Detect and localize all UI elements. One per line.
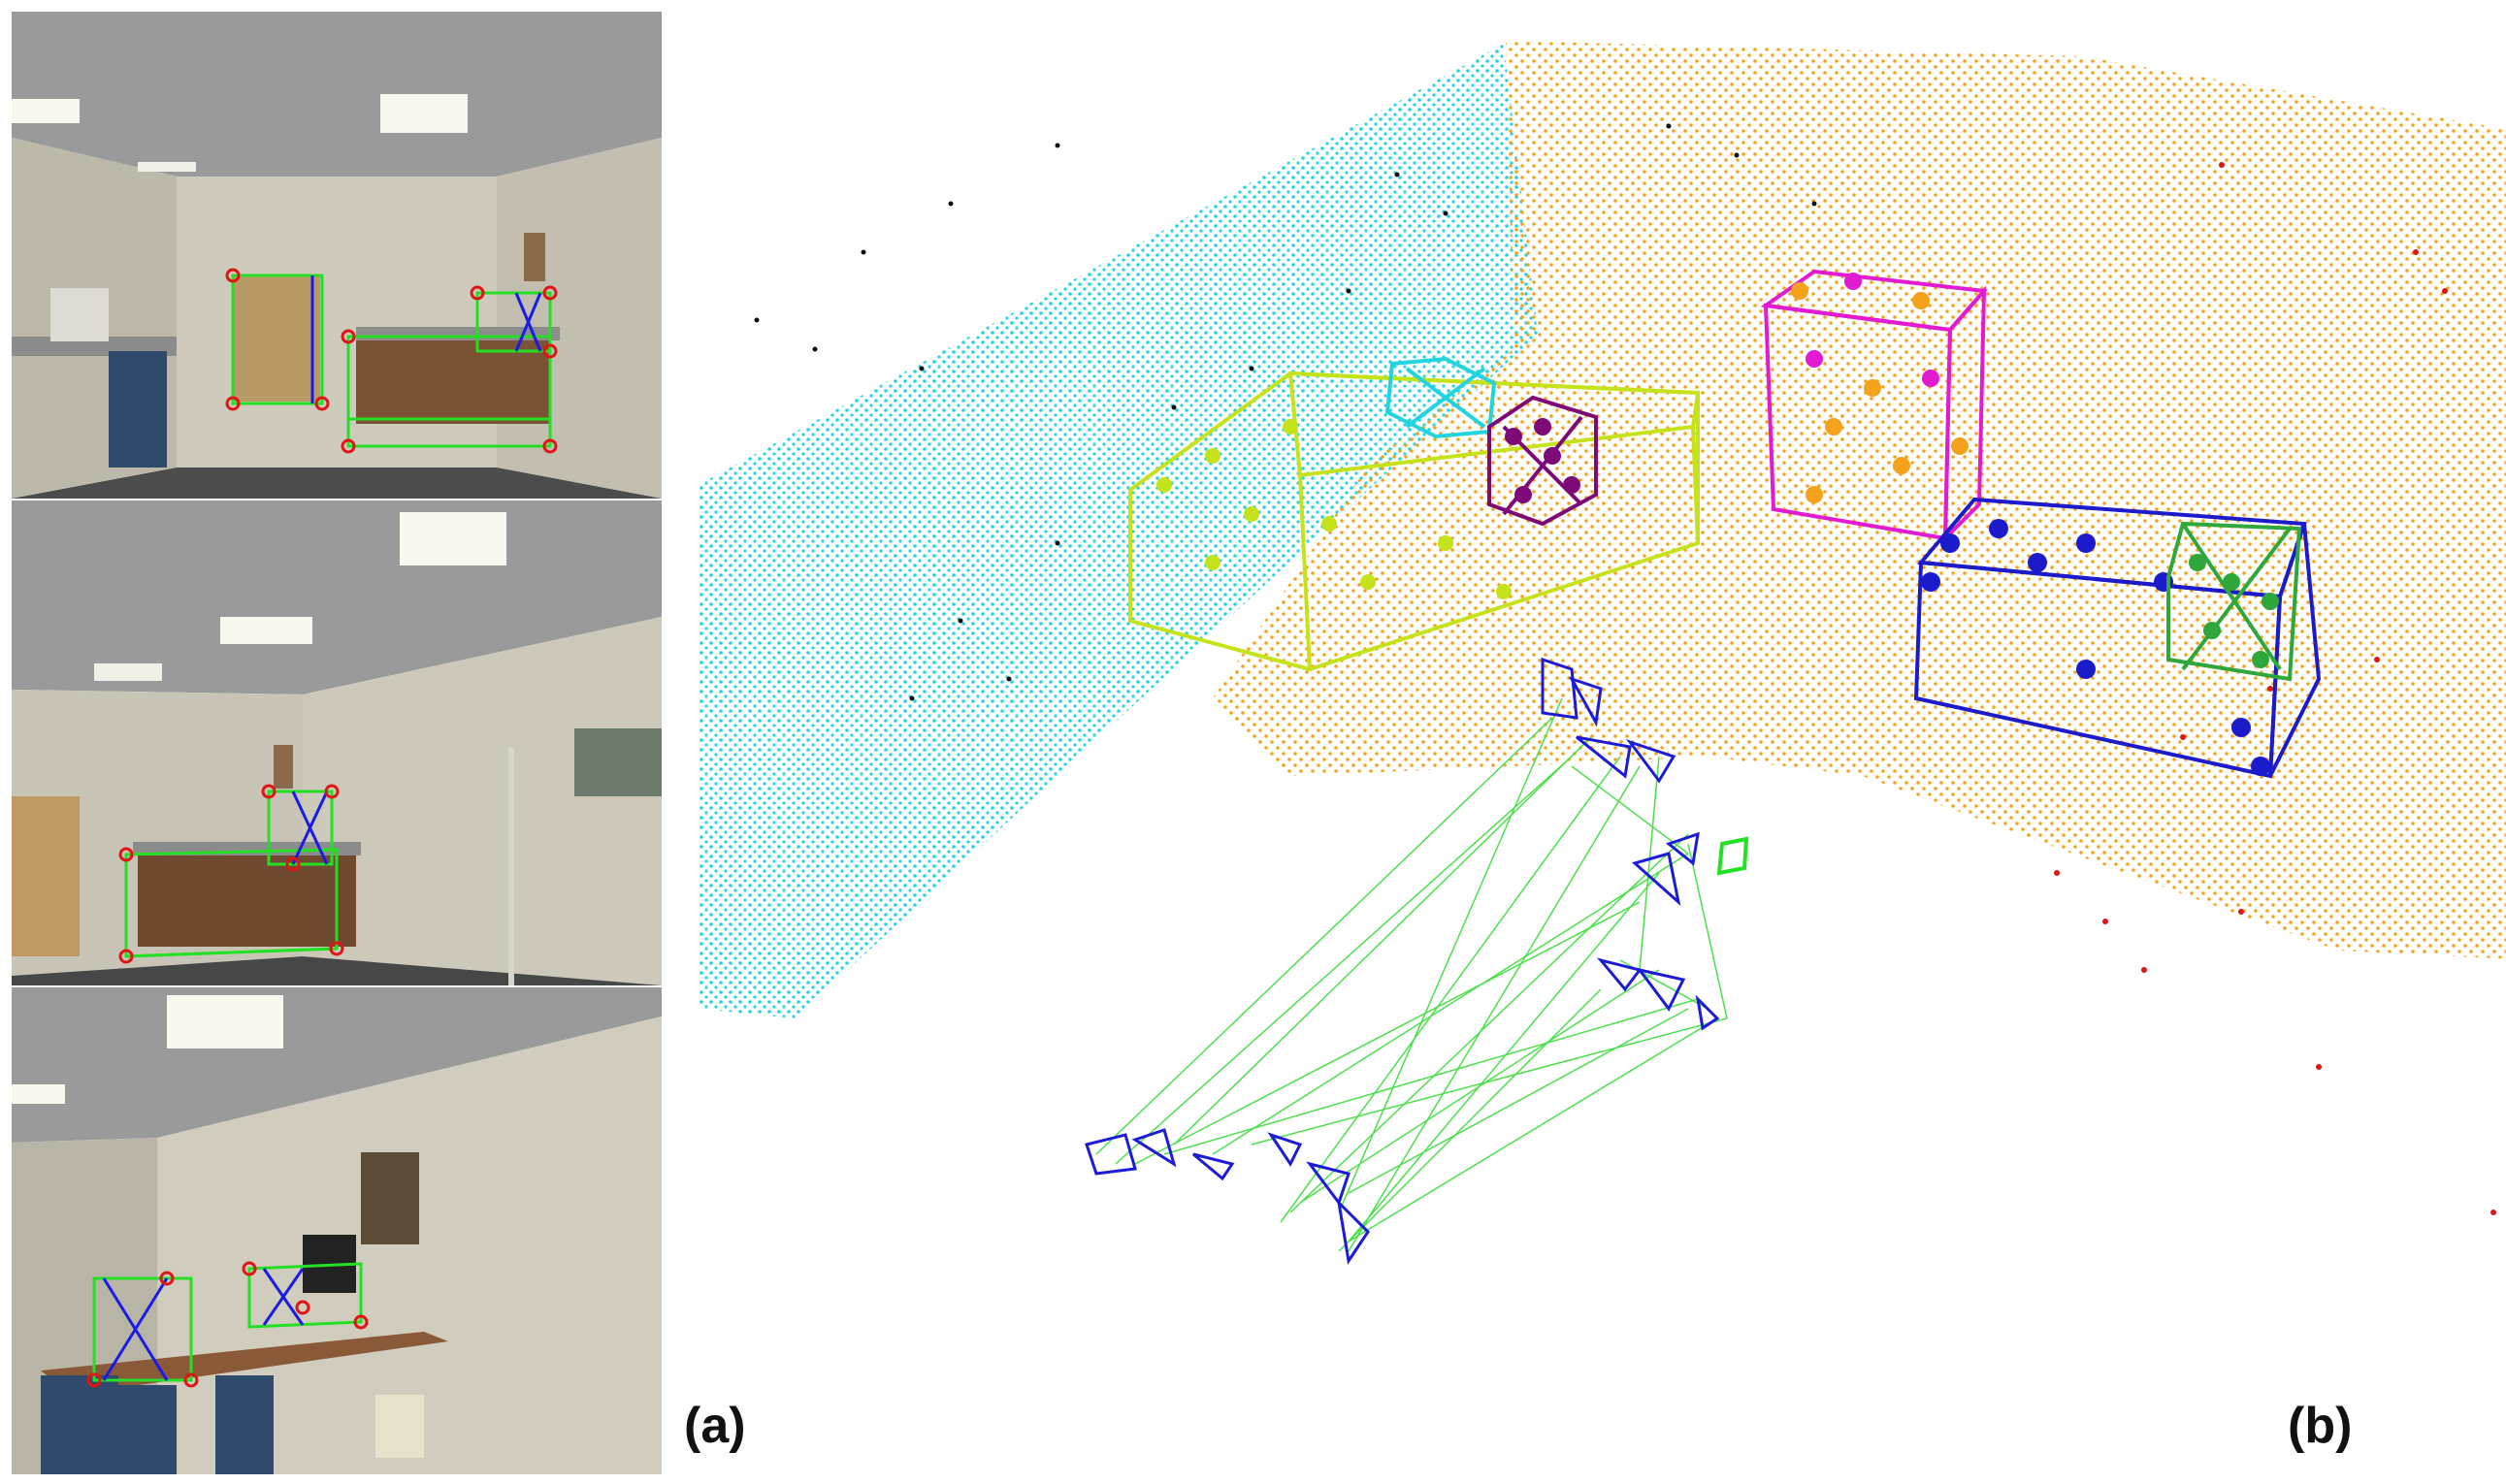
object-points-magenta	[1791, 273, 1969, 503]
panel-label-b: (b)	[2288, 1398, 2353, 1454]
object-points-yellow	[1156, 419, 1512, 599]
left-wall-points	[699, 44, 1538, 1018]
office-render-1	[12, 12, 662, 499]
render-view-1	[12, 12, 662, 499]
back-wall-points	[1213, 41, 2506, 959]
object-box-green	[2166, 521, 2302, 682]
render-view-3	[12, 987, 662, 1474]
office-render-2	[12, 500, 662, 985]
object-points-blue	[1921, 519, 2270, 776]
point-cloud-view	[699, 41, 2506, 1265]
object-points-purple	[1505, 418, 1580, 503]
current-camera	[1716, 836, 1749, 876]
object-box-yellow	[1128, 371, 1701, 672]
office-render-3	[12, 987, 662, 1474]
camera-trajectory-lines	[1095, 697, 1728, 1252]
object-points-green	[2189, 554, 2279, 668]
panel-label-a: (a)	[684, 1398, 746, 1454]
render-view-2	[12, 500, 662, 985]
outlier-points	[2054, 162, 2496, 1215]
noise-points	[754, 123, 1817, 701]
camera-frustums	[1085, 657, 1720, 1265]
